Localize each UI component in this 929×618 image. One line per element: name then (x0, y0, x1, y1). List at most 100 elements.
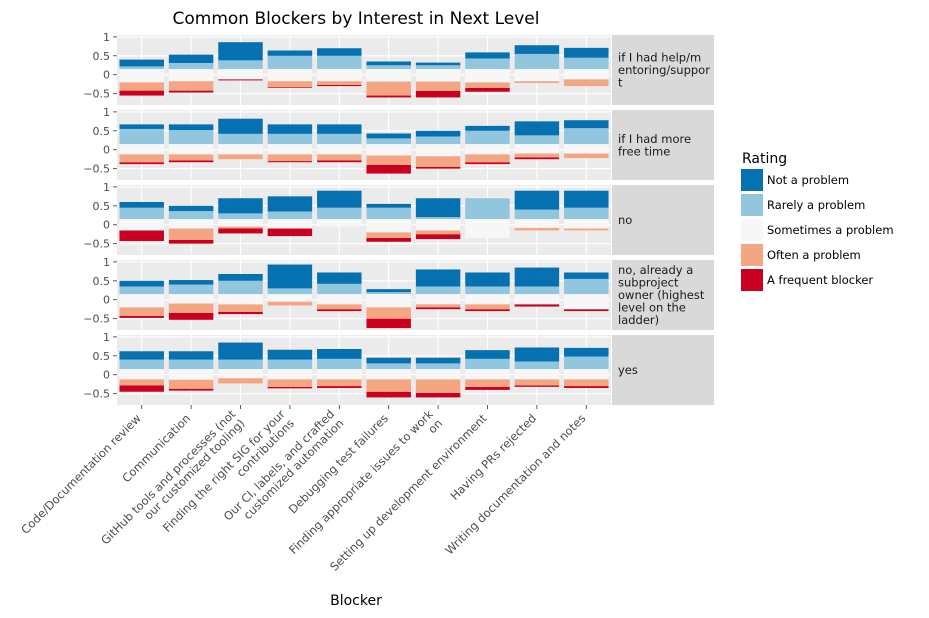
bar-segment (119, 280, 164, 287)
bar-segment (415, 379, 461, 393)
bar-segment (119, 82, 164, 91)
bar-segment (366, 232, 411, 238)
legend-title: Rating (742, 151, 787, 167)
bar-segment (415, 307, 461, 310)
y-tick-label: 1 (103, 181, 110, 194)
bar-segment (415, 286, 461, 295)
bar-segment (168, 379, 214, 389)
bar-segment (415, 62, 461, 66)
y-tick-label: 1 (103, 106, 110, 119)
bar-segment (564, 190, 609, 208)
bar-segment (218, 274, 263, 281)
legend-label: Sometimes a problem (767, 223, 894, 237)
y-tick-label: 0.5 (93, 350, 111, 363)
bar-segment (218, 60, 263, 70)
bar-segment (366, 95, 411, 98)
bar-segment (564, 228, 609, 231)
bar-segment (218, 280, 263, 295)
bar-segment (267, 196, 313, 212)
bar-segment (366, 369, 411, 380)
bar-segment (317, 294, 362, 305)
bar-segment (168, 124, 214, 131)
bar-segment (267, 369, 313, 380)
y-tick-label: 0 (103, 294, 110, 307)
legend-label: Often a problem (767, 248, 861, 262)
bar-segment (366, 155, 411, 165)
y-tick-label: −0.5 (83, 388, 110, 401)
bar-segment (465, 82, 510, 88)
bar-segment (514, 379, 560, 386)
bar-segment (168, 205, 214, 212)
bar-segment (168, 130, 214, 145)
bar-segment (465, 162, 510, 165)
bar-segment (415, 217, 461, 220)
x-axis-title: Blocker (330, 593, 382, 609)
bar-segment (317, 219, 362, 227)
bar-segment (168, 303, 214, 313)
bar-segment (218, 154, 263, 160)
bar-segment (514, 294, 560, 305)
bar-segment (366, 363, 411, 370)
bar-segment (267, 133, 313, 145)
bar-segment (119, 379, 164, 386)
facet-strip (612, 110, 714, 180)
bar-segment (218, 133, 263, 145)
bar-segment (564, 69, 609, 80)
bar-segment (564, 272, 609, 279)
bar-segment (267, 349, 313, 360)
bar-segment (415, 392, 461, 398)
bar-segment (317, 55, 362, 70)
bar-segment (415, 234, 461, 240)
legend-label: Not a problem (767, 173, 849, 187)
y-tick-label: 0 (103, 144, 110, 157)
legend-swatch (741, 269, 763, 291)
y-tick-label: 0.5 (93, 125, 111, 138)
bar-segment (465, 286, 510, 295)
facet-strip-label: if I had help/m entoring/suppor t (618, 51, 710, 90)
bar-segment (317, 272, 362, 284)
bar-segment (119, 359, 164, 370)
bar-segment (267, 379, 313, 387)
y-tick-label: 0 (103, 219, 110, 232)
bar-segment (317, 133, 362, 145)
bar-segment (218, 342, 263, 360)
bar-segment (514, 190, 560, 210)
bar-segment (366, 294, 411, 308)
bar-segment (168, 160, 214, 163)
bar-segment (317, 69, 362, 82)
bar-segment (119, 294, 164, 308)
bar-segment (514, 81, 560, 84)
bar-segment (514, 157, 560, 160)
bar-segment (366, 203, 411, 208)
bar-segment (366, 138, 411, 145)
bar-segment (168, 81, 214, 91)
bar-segment (168, 228, 214, 240)
bar-segment (465, 87, 510, 92)
bar-segment (119, 207, 164, 220)
bar-segment (317, 160, 362, 163)
bar-segment (317, 144, 362, 155)
bar-segment (366, 318, 411, 329)
x-axis: Code/Documentation reviewCommunicationGi… (18, 405, 588, 574)
bar-segment (415, 81, 461, 91)
bar-segment (119, 202, 164, 208)
legend-swatch (741, 219, 763, 241)
chart-title: Common Blockers by Interest in Next Leve… (172, 9, 539, 29)
bar-segment (465, 219, 510, 238)
facet-strip-label: yes (618, 363, 638, 377)
bar-segment (119, 351, 164, 360)
bar-segment (415, 130, 461, 137)
facet-strip (612, 185, 714, 255)
bar-segment (514, 286, 560, 295)
bar-segment (564, 294, 609, 310)
bar-segment (267, 288, 313, 295)
bar-segment (366, 133, 411, 139)
bar-segment (168, 63, 214, 70)
bar-segment (415, 69, 461, 82)
bar-segment (119, 128, 164, 145)
bar-segment (514, 304, 560, 307)
bar-segment (267, 294, 313, 302)
bar-segment (317, 379, 362, 387)
bar-segment (465, 350, 510, 359)
y-tick-label: −0.5 (83, 238, 110, 251)
